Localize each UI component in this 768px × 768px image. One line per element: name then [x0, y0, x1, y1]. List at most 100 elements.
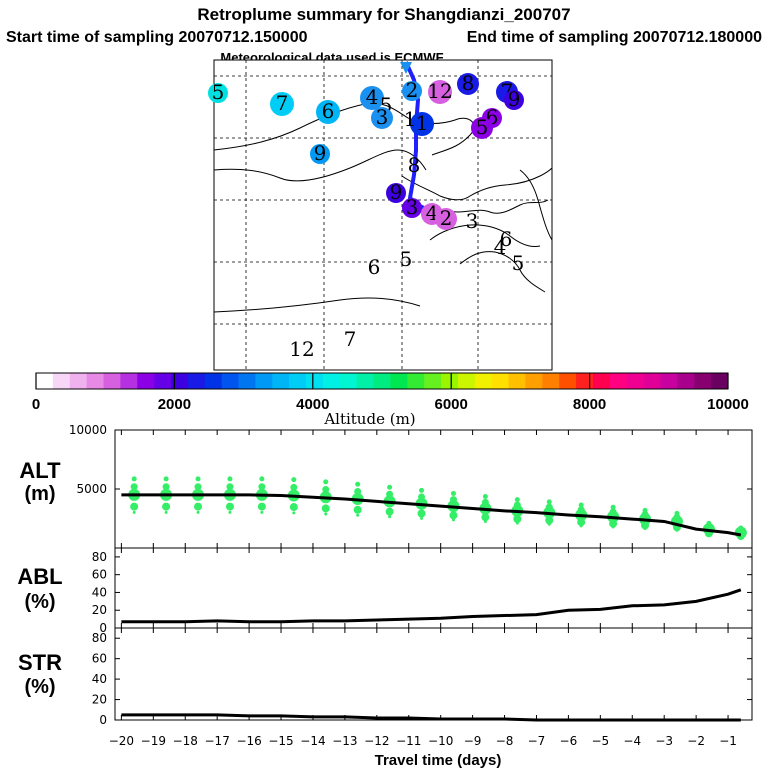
alt-dot: [513, 515, 522, 524]
plume-blob: [410, 112, 434, 136]
colorbar-cell: [491, 373, 509, 389]
map-number-label: 3: [406, 195, 419, 219]
alt-dot: [513, 501, 521, 509]
colorbar-cell: [289, 373, 307, 389]
colorbar-cell: [441, 373, 459, 389]
alt-dot: [257, 502, 266, 511]
panel-alt: ALT(m) 5000 10000: [19, 423, 753, 549]
x-tick-label: −6: [560, 734, 578, 748]
figure-title: Retroplume summary for Shangdianzi_20070…: [197, 5, 570, 24]
alt-dot: [387, 484, 393, 490]
alt-dot: [162, 483, 170, 491]
colorbar-tick-label: 6000: [435, 396, 468, 413]
panel-frame: [114, 627, 753, 721]
x-tick-label: −17: [205, 734, 230, 748]
alt-dot: [482, 494, 488, 500]
alt-dot: [641, 511, 649, 519]
x-tick-label: −7: [528, 734, 546, 748]
colorbar-cell: [339, 373, 358, 389]
colorbar-cell: [643, 373, 661, 389]
receptor-marker: [400, 62, 412, 74]
map-number-label: 1: [404, 107, 417, 131]
map-number-label: 5: [512, 251, 525, 275]
alt-dot: [260, 510, 264, 514]
alt-dot: [385, 507, 394, 516]
map-number-label: 2: [406, 78, 419, 102]
panel-frame: [114, 547, 753, 629]
y-tick-label: 0: [99, 621, 107, 635]
x-tick-label: −5: [591, 734, 609, 748]
map-number-label: 6: [322, 99, 335, 123]
colorbar-cell: [609, 373, 628, 389]
map-number-label: 4: [366, 85, 379, 109]
plume-blob: [402, 81, 422, 101]
panel-str: STR(%) 0 20 40 60 80: [18, 627, 753, 727]
plume-blob: [471, 117, 493, 139]
colorbar-cell: [525, 373, 543, 389]
x-axis-label: Travel time (days): [375, 752, 502, 768]
y-tick-label: 80: [92, 631, 107, 645]
map-number-label: 8: [408, 153, 421, 177]
alt-scatter: [128, 476, 747, 541]
colorbar-cell: [457, 373, 476, 389]
plume-blob: [504, 90, 524, 110]
panel-ylabel: ALT: [19, 458, 61, 483]
colorbar-title: Altitude (m): [323, 410, 415, 428]
alt-dot: [578, 502, 584, 508]
alt-dot: [420, 516, 424, 520]
colorbar-cell: [204, 373, 223, 389]
alt-dot: [673, 513, 681, 521]
alt-dot: [355, 481, 361, 487]
x-tick-label: −12: [364, 734, 389, 748]
plume-blob: [435, 208, 457, 230]
plume-blob: [457, 73, 479, 95]
plume-blob: [386, 183, 406, 203]
colorbar-cell: [137, 373, 155, 389]
colorbar-tick-label: 0: [32, 396, 40, 413]
x-tick-label: −1: [719, 734, 737, 748]
alt-dot: [450, 490, 456, 496]
alt-dot: [354, 487, 362, 495]
colorbar-cell: [508, 373, 526, 389]
alt-dot: [194, 502, 203, 511]
alt-dot: [356, 513, 360, 517]
alt-dot: [226, 483, 234, 491]
colorbar-cell: [660, 373, 678, 389]
alt-dot: [130, 502, 139, 511]
map-number-label: 6: [368, 255, 381, 279]
alt-dot: [292, 511, 296, 515]
colorbar-cell: [474, 373, 493, 389]
alt-dot: [609, 508, 617, 516]
plume-blob: [310, 144, 330, 164]
alt-dot: [706, 520, 712, 526]
alt-dot: [481, 513, 490, 522]
map-number-label: 4: [494, 235, 507, 259]
alt-dot: [132, 510, 136, 514]
y-tick-label: 40: [92, 672, 107, 686]
map-number-label: 3: [376, 105, 389, 129]
alt-dot: [164, 510, 168, 514]
colorbar-cell: [120, 373, 138, 389]
alt-dot: [196, 510, 200, 514]
x-tick-label: −4: [623, 734, 641, 748]
x-tick-label: −16: [236, 734, 261, 748]
panel-ylabel: (m): [24, 483, 55, 505]
alt-dot: [739, 536, 743, 540]
series-line-abl: [121, 588, 742, 624]
alt-dot: [481, 498, 489, 506]
colorbar-cell: [272, 373, 290, 389]
alt-dot: [545, 503, 553, 511]
alt-dot: [225, 502, 234, 511]
y-tick-label: 20: [92, 603, 107, 617]
alt-dot: [194, 483, 202, 491]
map-number-label: 6: [500, 227, 513, 251]
colorbar-cell: [677, 373, 695, 389]
colorbar-cell: [356, 373, 374, 389]
x-tick-label: −13: [332, 734, 357, 748]
x-tick-label: −2: [687, 734, 705, 748]
colorbar-tick-label: 10000: [707, 396, 749, 413]
colorbar-cell: [424, 373, 442, 389]
alt-dot: [324, 512, 328, 516]
y-tick-label: 60: [92, 652, 107, 666]
